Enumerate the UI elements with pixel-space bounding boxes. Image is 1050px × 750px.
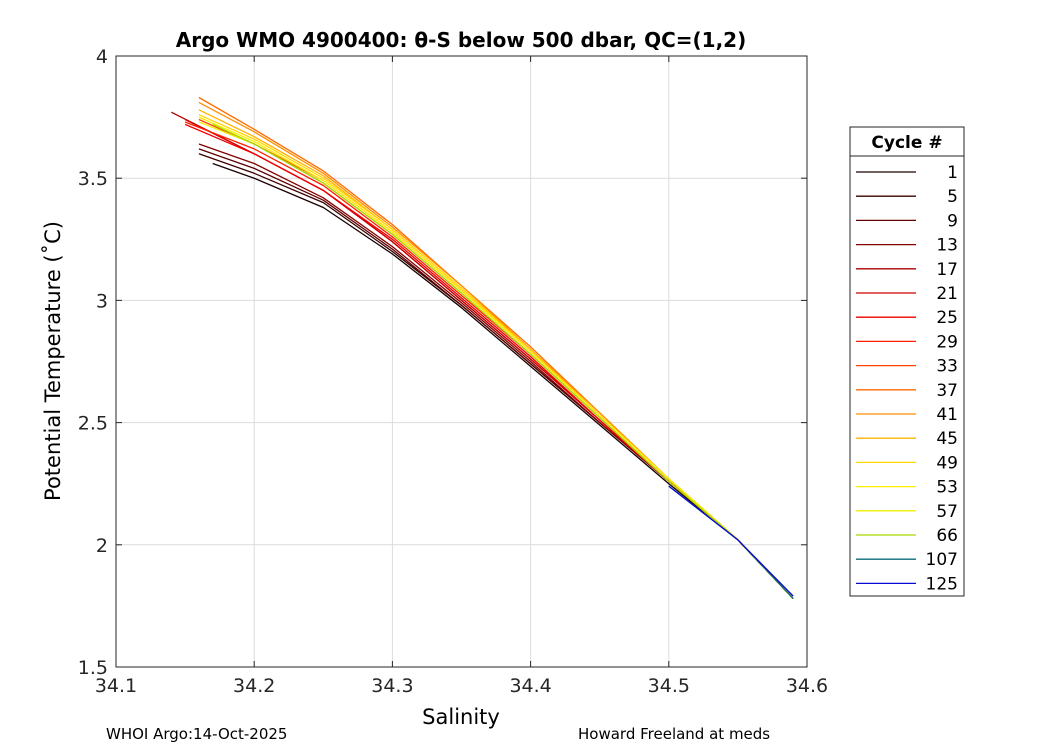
series-line-cycle-53 bbox=[198, 116, 794, 600]
legend-label-cycle-25: 25 bbox=[936, 308, 958, 328]
legend-label-cycle-45: 45 bbox=[936, 429, 958, 449]
x-tick-label: 34.5 bbox=[648, 675, 690, 697]
x-tick-label: 34.3 bbox=[371, 675, 413, 697]
legend-label-cycle-1: 1 bbox=[947, 163, 958, 183]
y-tick-label: 4 bbox=[96, 46, 108, 68]
footer-left-text: WHOI Argo:14-Oct-2025 bbox=[106, 725, 288, 743]
y-tick-label: 2 bbox=[96, 535, 108, 557]
x-tick-label: 34.2 bbox=[233, 675, 275, 697]
plot-frame bbox=[115, 55, 808, 668]
legend: Cycle # 1 5 9 13 17 21 25 29 33 37 41 45 49 53 57 66 107… bbox=[849, 126, 965, 597]
x-axis-label: Salinity bbox=[422, 705, 500, 729]
x-tick-label: 34.1 bbox=[95, 675, 137, 697]
plot-area bbox=[116, 56, 807, 667]
legend-label-cycle-29: 29 bbox=[936, 332, 958, 352]
legend-label-cycle-17: 17 bbox=[936, 260, 958, 280]
legend-label-cycle-57: 57 bbox=[936, 502, 958, 522]
legend-items: 1 5 9 13 17 21 25 29 33 37 41 45 49 53 57 66 107 125 bbox=[856, 163, 958, 594]
legend-label-cycle-9: 9 bbox=[947, 211, 958, 231]
y-tick-label: 3 bbox=[96, 290, 108, 312]
series-line-cycle-66 bbox=[212, 123, 794, 600]
axis-ticks: 34.1 34.2 34.3 34.4 34.5 34.6 1.5 2 2.5 3 3.5 4 bbox=[78, 46, 828, 697]
y-tick-label: 2.5 bbox=[78, 413, 108, 435]
legend-title: Cycle # bbox=[871, 133, 942, 153]
series-lines bbox=[171, 96, 794, 600]
x-tick-label: 34.4 bbox=[509, 675, 551, 697]
y-tick-label: 3.5 bbox=[78, 168, 108, 190]
legend-label-cycle-66: 66 bbox=[936, 526, 958, 546]
legend-label-cycle-33: 33 bbox=[936, 357, 958, 377]
legend-label-cycle-37: 37 bbox=[936, 381, 958, 401]
legend-label-cycle-53: 53 bbox=[936, 478, 958, 498]
x-tick-label: 34.6 bbox=[786, 675, 828, 697]
series-line-cycle-1 bbox=[212, 162, 794, 600]
legend-label-cycle-21: 21 bbox=[936, 284, 958, 304]
y-tick-label: 1.5 bbox=[78, 657, 108, 679]
legend-label-cycle-41: 41 bbox=[936, 405, 958, 425]
legend-box bbox=[849, 126, 965, 597]
y-axis-label: Potential Temperature (˚C) bbox=[41, 221, 65, 501]
series-line-cycle-125 bbox=[668, 485, 794, 597]
legend-label-cycle-13: 13 bbox=[936, 236, 958, 256]
legend-label-cycle-49: 49 bbox=[936, 453, 958, 473]
legend-label-cycle-107: 107 bbox=[926, 550, 958, 570]
chart-title: Argo WMO 4900400: θ-S below 500 dbar, QC… bbox=[176, 28, 746, 52]
legend-label-cycle-125: 125 bbox=[926, 574, 958, 594]
legend-label-cycle-5: 5 bbox=[947, 187, 958, 207]
footer-right-text: Howard Freeland at meds bbox=[578, 725, 771, 743]
